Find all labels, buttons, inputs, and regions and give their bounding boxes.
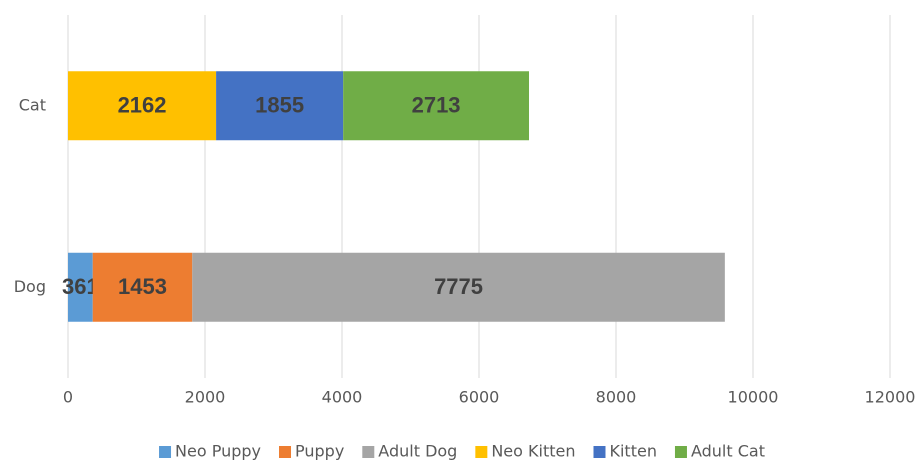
x-tick-label: 0 <box>63 388 73 407</box>
x-tick-label: 10000 <box>728 388 779 407</box>
y-tick-label: Cat <box>19 95 46 114</box>
data-label: 1453 <box>118 274 167 299</box>
x-tick-label: 2000 <box>185 388 226 407</box>
legend-swatch <box>674 446 687 458</box>
legend-swatch <box>279 446 292 458</box>
legend-label: Neo Kitten <box>491 442 575 461</box>
y-tick-label: Dog <box>14 277 46 296</box>
data-label: 2713 <box>412 93 461 118</box>
legend-label: Kitten <box>609 442 656 461</box>
x-tick-label: 8000 <box>596 388 637 407</box>
legend-label: Adult Cat <box>691 442 765 461</box>
x-tick-label: 6000 <box>459 388 500 407</box>
data-label: 2162 <box>118 93 167 118</box>
bar <box>68 71 217 141</box>
x-tick-label: 12000 <box>865 388 916 407</box>
data-label: 1855 <box>255 93 304 118</box>
data-label: 7775 <box>434 274 483 299</box>
legend-swatch <box>362 446 375 458</box>
x-tick-label: 4000 <box>322 388 363 407</box>
legend-swatch <box>475 446 488 458</box>
bar <box>216 71 344 141</box>
legend-swatch <box>593 446 606 458</box>
bar <box>192 252 725 322</box>
legend-label: Adult Dog <box>378 442 457 461</box>
legend-label: Puppy <box>295 442 344 461</box>
legend-label: Neo Puppy <box>175 442 261 461</box>
data-label: 361 <box>62 274 99 299</box>
bar <box>343 71 530 141</box>
bar <box>92 252 193 322</box>
bar <box>68 252 93 322</box>
legend-swatch <box>159 446 172 458</box>
